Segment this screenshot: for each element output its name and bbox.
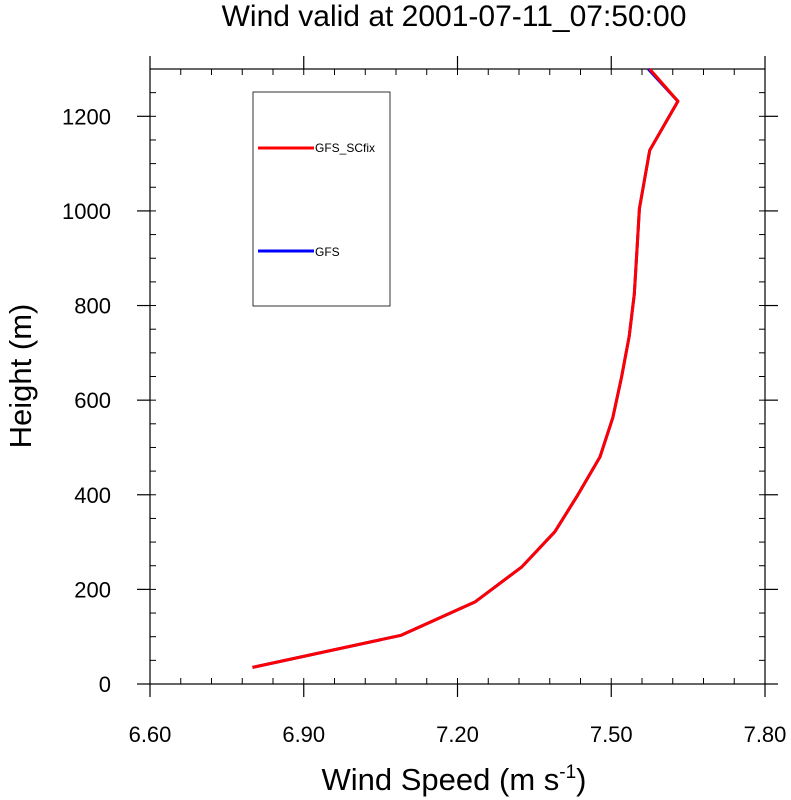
legend-label-gfs: GFS <box>315 245 340 259</box>
legend-label-gfs-scfix: GFS_SCfix <box>315 141 375 155</box>
minor-ticks <box>149 68 766 685</box>
y-axis-label: Height (m) <box>3 304 38 449</box>
legend-box <box>252 91 391 307</box>
x-axis-label-main: Wind Speed (m s <box>322 762 560 797</box>
x-axis-label: Wind Speed (m s-1) <box>322 762 587 797</box>
major-ticks <box>137 56 778 697</box>
x-tick-label: 7.20 <box>436 722 479 747</box>
y-tick-label: 0 <box>99 672 111 697</box>
y-tick-label: 1200 <box>62 104 111 129</box>
y-tick-label: 400 <box>74 483 111 508</box>
series-line-gfs-scfix <box>252 68 680 669</box>
x-tick-label: 7.80 <box>744 722 787 747</box>
x-axis-label-close: ) <box>576 762 586 797</box>
legend: GFS_SCfix GFS <box>252 91 391 307</box>
plot-frame <box>149 68 766 685</box>
y-tick-label: 800 <box>74 294 111 319</box>
y-tick-label: 200 <box>74 577 111 602</box>
series-lines <box>252 67 680 669</box>
chart-title: Wind valid at 2001-07-11_07:50:00 <box>222 0 687 33</box>
x-tick-label: 7.50 <box>590 722 633 747</box>
tick-labels: 6.60 6.90 7.20 7.50 7.80 0 200 400 600 800 1000 120… <box>62 104 786 747</box>
y-tick-label: 1000 <box>62 199 111 224</box>
y-tick-label: 600 <box>74 388 111 413</box>
series-line-gfs <box>252 67 680 669</box>
x-axis-label-superscript: -1 <box>559 762 576 783</box>
x-tick-label: 6.60 <box>129 722 172 747</box>
x-tick-label: 6.90 <box>282 722 325 747</box>
